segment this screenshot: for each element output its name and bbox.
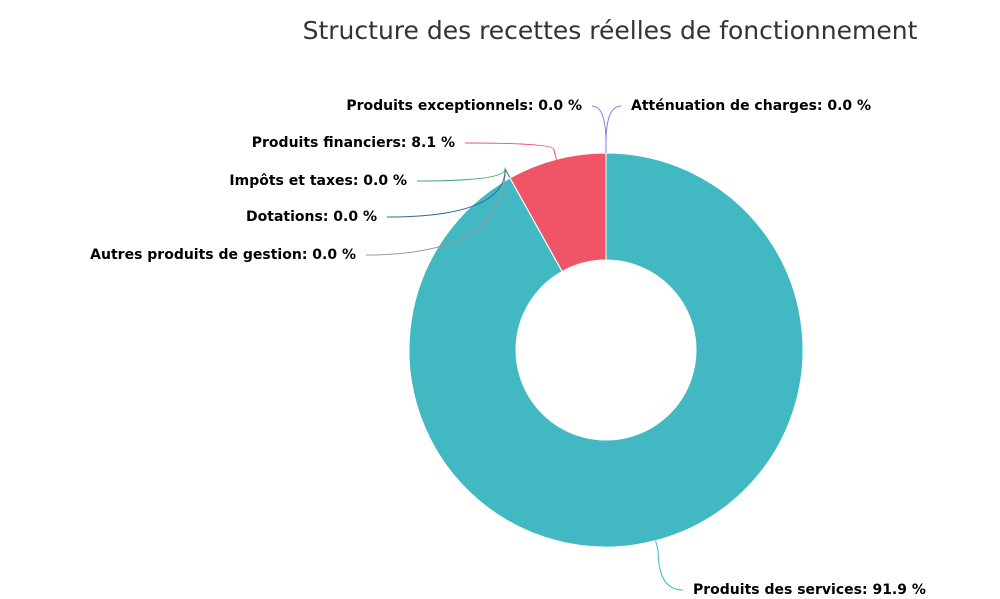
data-label: Dotations: 0.0 % [246,209,377,225]
connector [386,167,511,218]
data-label: Autres produits de gestion: 0.0 % [90,247,356,263]
connector [416,167,511,182]
data-label: Impôts et taxes: 0.0 % [229,173,407,189]
connector [591,105,607,153]
data-label: Produits des services: 91.9 % [693,582,926,598]
connector [655,540,684,591]
connector [365,167,511,256]
donut-slice [408,152,804,548]
data-label: Atténuation de charges: 0.0 % [631,98,871,114]
data-label: Produits financiers: 8.1 % [252,135,455,151]
data-label: Produits exceptionnels: 0.0 % [346,98,582,114]
chart-title: Structure des recettes réelles de foncti… [303,16,918,45]
connector [464,142,557,160]
connector [605,105,622,153]
